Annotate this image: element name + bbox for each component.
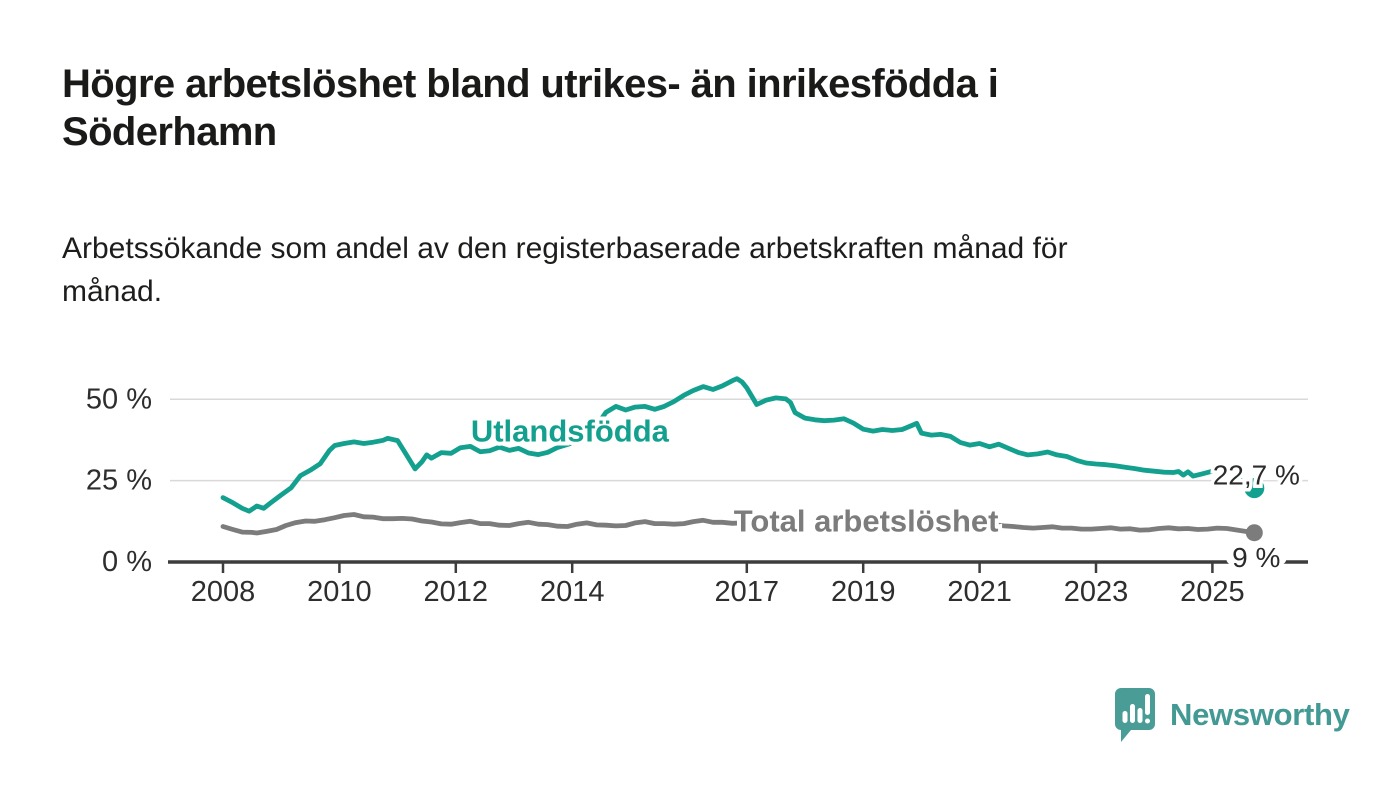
end-label-bubble	[1214, 452, 1297, 481]
brand-name: Newsworthy	[1170, 697, 1350, 732]
x-tick-label-2008: 2008	[191, 576, 256, 608]
y-tick-label-50: 50 %	[86, 383, 152, 415]
page-title: Högre arbetslöshet bland utrikes- än inr…	[62, 60, 1312, 156]
page-title-line1: Högre arbetslöshet bland utrikes- än inr…	[62, 62, 999, 106]
x-tick-label-2021: 2021	[947, 576, 1012, 608]
x-tick-label-2014: 2014	[540, 576, 605, 608]
bar-chart-speech-bubble-icon	[1115, 688, 1155, 742]
series-label-total-arbetsl-shet: Total arbetslöshet	[734, 504, 999, 539]
end-dot-total-arbetsl-shet	[1245, 524, 1263, 542]
end-value-label-total-arbetsl-shet: 9 %	[1232, 542, 1280, 573]
y-tick-label-25: 25 %	[86, 465, 152, 497]
x-tick-label-2012: 2012	[424, 576, 489, 608]
series-label-utlandsf-dda: Utlandsfödda	[471, 413, 670, 448]
x-tick-label-2019: 2019	[831, 576, 896, 608]
x-tick-label-2010: 2010	[307, 576, 372, 608]
page-title-line2: Söderhamn	[62, 110, 277, 154]
page-subtitle: Arbetssökande som andel av den registerb…	[62, 228, 1312, 313]
y-tick-label-0: 0 %	[102, 546, 152, 578]
page-subtitle-line2: månad.	[62, 274, 163, 308]
end-dot-utlandsf-dda	[1244, 478, 1265, 499]
x-tick-label-2023: 2023	[1064, 576, 1129, 608]
end-value-label-utlandsf-dda: 22,7 %	[1213, 460, 1300, 491]
line-utlandsf-dda	[220, 376, 1225, 514]
x-tick-label-2025: 2025	[1180, 576, 1245, 608]
newsworthy-logo: Newsworthy	[1114, 684, 1350, 746]
series-label-bg	[750, 504, 983, 539]
x-tick-label-2017: 2017	[715, 576, 780, 608]
page-subtitle-line1: Arbetssökande som andel av den registerb…	[62, 232, 1068, 265]
end-label-bubble	[1226, 538, 1287, 565]
line-total-arbetsl-shet	[220, 512, 1257, 536]
